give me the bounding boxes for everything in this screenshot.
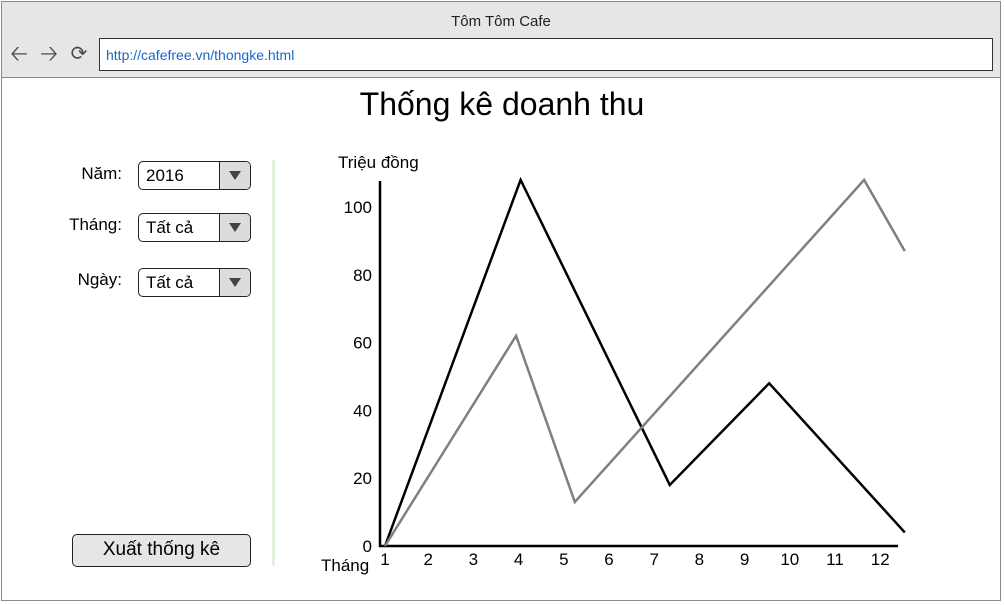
y-tick-label: 80 xyxy=(353,266,372,285)
x-tick-label: 7 xyxy=(649,550,658,569)
y-tick-label: 100 xyxy=(344,198,372,217)
forward-arrow-icon[interactable]: 🡢 xyxy=(40,41,58,66)
year-value: 2016 xyxy=(146,166,184,185)
chevron-down-icon[interactable] xyxy=(219,269,250,296)
chevron-down-icon[interactable] xyxy=(219,214,250,241)
series-line-2 xyxy=(383,177,906,547)
day-value: Tất cả xyxy=(146,273,194,292)
x-tick-label: 9 xyxy=(740,550,749,569)
panel-divider xyxy=(272,160,275,566)
day-select[interactable]: Tất cả xyxy=(138,268,251,297)
x-tick-label: 10 xyxy=(780,550,799,569)
y-axis-label: Triệu đồng xyxy=(338,153,419,172)
year-label: Năm: xyxy=(81,164,122,183)
x-tick-label: 4 xyxy=(514,550,523,569)
day-label: Ngày: xyxy=(77,270,122,289)
y-tick-label: 40 xyxy=(353,401,372,420)
x-tick-label: 6 xyxy=(604,550,613,569)
month-value: Tất cả xyxy=(146,218,194,237)
x-tick-label: 3 xyxy=(469,550,478,569)
export-button[interactable]: Xuất thống kê xyxy=(72,534,251,567)
y-tick-label: 20 xyxy=(353,469,372,488)
y-tick-label: 60 xyxy=(353,334,372,353)
year-select[interactable]: 2016 xyxy=(138,161,251,190)
y-tick-label: 0 xyxy=(363,537,372,556)
browser-titlebar: Tôm Tôm Cafe 🡠 🡢 ⟳ xyxy=(2,2,1000,78)
x-tick-label: 2 xyxy=(423,550,432,569)
x-tick-label: 11 xyxy=(826,550,844,569)
x-axis-label: Tháng xyxy=(321,556,369,575)
x-tick-label: 12 xyxy=(871,550,890,569)
series-line-1 xyxy=(383,176,906,547)
window-title: Tôm Tôm Cafe xyxy=(451,13,551,30)
month-label: Tháng: xyxy=(69,215,122,234)
x-tick-label: 5 xyxy=(559,550,568,569)
url-input[interactable] xyxy=(106,45,966,65)
reload-icon[interactable]: ⟳ xyxy=(70,43,88,65)
x-tick-label: 8 xyxy=(695,550,704,569)
address-bar[interactable] xyxy=(99,38,993,71)
chevron-down-icon[interactable] xyxy=(219,162,250,189)
month-select[interactable]: Tất cả xyxy=(138,213,251,242)
page-title: Thống kê doanh thu xyxy=(359,86,645,122)
x-tick-label: 1 xyxy=(380,550,389,569)
back-arrow-icon[interactable]: 🡠 xyxy=(10,41,28,66)
